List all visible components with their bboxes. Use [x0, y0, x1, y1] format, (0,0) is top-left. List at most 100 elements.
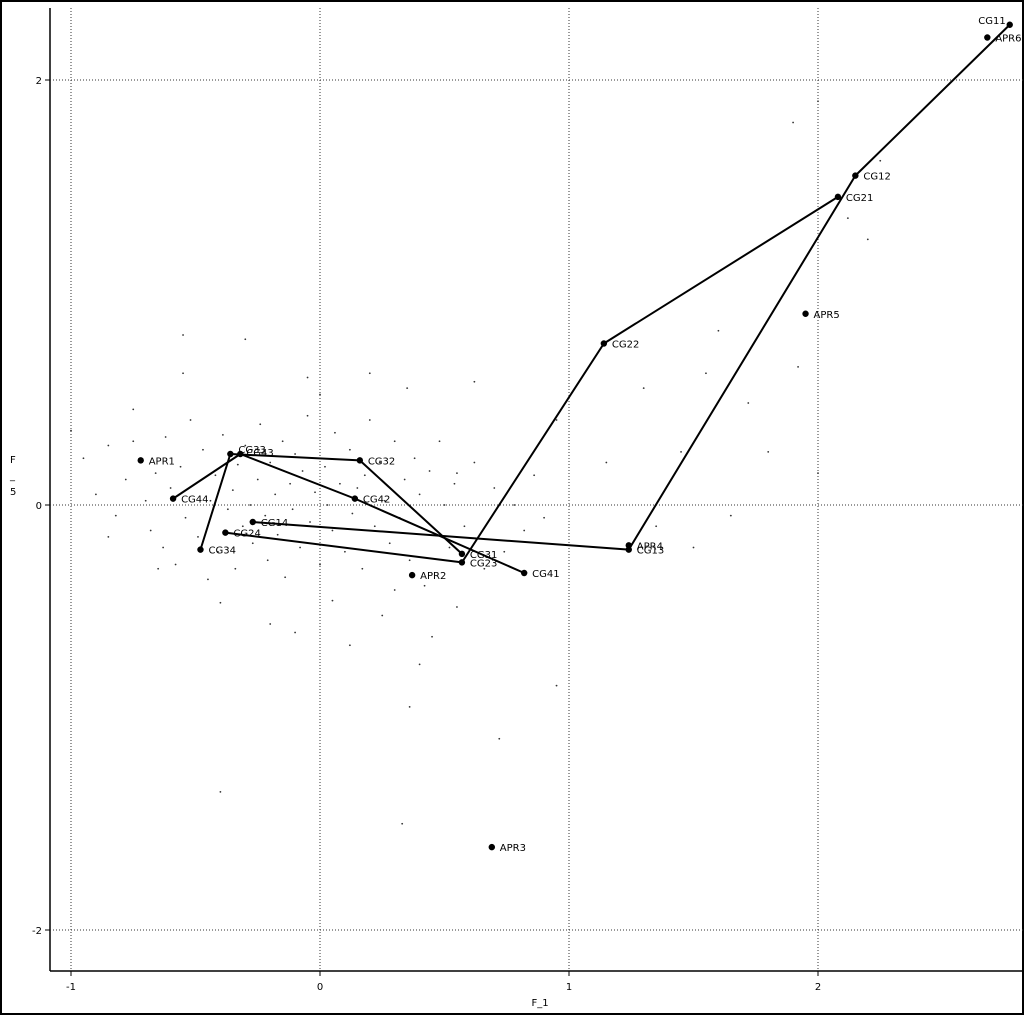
cloud-point [368, 419, 371, 421]
cloud-point [306, 414, 309, 417]
cloud-point [309, 521, 311, 523]
x-tick-label: 2 [815, 982, 821, 993]
cloud-point [174, 563, 177, 566]
point-label-cg44: CG44 [181, 495, 208, 506]
cloud-point [456, 606, 458, 608]
cloud-point [202, 448, 204, 451]
cloud-point [219, 601, 222, 604]
point-cg22 [600, 340, 608, 347]
cloud-point [284, 576, 287, 579]
cloud-point [179, 465, 182, 468]
y-axis-title-char: F [10, 455, 16, 466]
cloud-point [149, 529, 152, 532]
point-cg11 [1006, 21, 1013, 28]
cloud-point [692, 546, 695, 549]
cloud-point [453, 482, 456, 485]
x-axis-title: F_1 [531, 998, 548, 1009]
cloud-point [448, 546, 451, 549]
cloud-point [393, 440, 396, 443]
cloud-point [114, 514, 117, 517]
group-path-2 [225, 196, 839, 564]
cloud-point [381, 614, 384, 617]
cloud-point [443, 504, 446, 506]
cloud-point [231, 489, 234, 492]
cloud-point [276, 533, 279, 536]
cloud-point [717, 329, 720, 332]
cloud-point [331, 529, 334, 532]
cloud-point [214, 474, 217, 477]
cloud-point [236, 463, 239, 466]
cloud-point [747, 402, 750, 404]
cloud-point [269, 623, 272, 625]
cloud-point [361, 567, 364, 570]
point-label-cg12: CG12 [863, 172, 890, 183]
point-cg34 [197, 546, 204, 553]
cloud-point [473, 461, 476, 464]
cloud-point [348, 644, 351, 647]
cloud-point [438, 440, 441, 443]
cloud-point [70, 429, 72, 432]
cloud-point [182, 372, 184, 375]
cloud-point [817, 100, 819, 103]
cloud-point [428, 470, 431, 472]
x-tick-label: 0 [317, 982, 323, 993]
x-tick-label: -1 [66, 982, 76, 993]
y-tick-label: 0 [36, 501, 42, 512]
point-cg43 [237, 450, 244, 458]
cloud-point [383, 499, 386, 502]
point-label-cg32: CG32 [368, 456, 395, 467]
cloud-point [294, 631, 296, 634]
cloud-point [184, 516, 187, 519]
cloud-point [401, 822, 404, 825]
cloud-point [234, 567, 237, 570]
cloud-point [408, 559, 411, 562]
cloud-point [264, 514, 267, 517]
cloud-point [289, 482, 292, 485]
cloud-point [319, 563, 321, 566]
cloud-point [705, 372, 707, 375]
cloud-point [82, 457, 85, 460]
cloud-point [456, 472, 458, 475]
x-tick-label: 1 [566, 982, 572, 993]
cloud-point [418, 493, 421, 496]
cloud-point [301, 470, 304, 472]
point-label-cg34: CG34 [208, 546, 235, 557]
point-label-cg43: CG43 [246, 448, 273, 459]
cloud-point [244, 338, 247, 341]
cloud-point [207, 578, 209, 581]
cloud-point [209, 499, 212, 502]
group-path-4 [172, 453, 525, 574]
point-cg33 [227, 450, 234, 458]
cloud-point [189, 419, 192, 421]
cloud-point [124, 478, 127, 481]
y-axis-title-char: 5 [10, 487, 16, 498]
cloud-point [418, 663, 421, 666]
point-label-cg42: CG42 [363, 495, 390, 506]
cloud-point [493, 487, 496, 489]
cloud-point [144, 499, 147, 502]
cloud-point [334, 431, 336, 434]
point-label-cg21: CG21 [846, 193, 873, 204]
point-cg12 [852, 172, 859, 179]
cloud-point [324, 465, 326, 468]
point-label-cg24: CG24 [233, 529, 260, 540]
cloud-point [319, 393, 321, 396]
cloud-point [249, 504, 252, 506]
point-apr2 [408, 571, 416, 579]
cloud-point [408, 705, 411, 708]
group-path-3 [199, 453, 463, 555]
cloud-point [555, 684, 558, 687]
cloud-point [132, 440, 135, 443]
cloud-point [543, 516, 545, 519]
cloud-point [274, 493, 277, 496]
cloud-point [463, 525, 466, 528]
point-cg13 [625, 546, 632, 553]
cloud-point [348, 448, 351, 451]
point-label-cg23: CG23 [470, 558, 497, 569]
cloud-point [846, 217, 849, 220]
cloud-point [403, 478, 406, 481]
y-tick-label: 2 [36, 76, 42, 87]
point-label-cg33: CG33 [238, 445, 265, 456]
cloud-point [162, 546, 165, 549]
